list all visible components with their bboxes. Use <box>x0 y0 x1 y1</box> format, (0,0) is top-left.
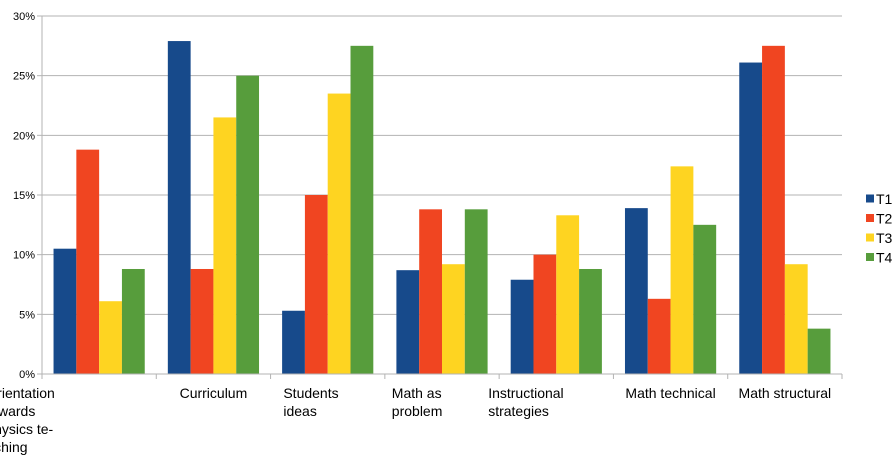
bar-t4 <box>350 45 374 374</box>
bar-t4 <box>464 209 488 374</box>
bar-t2 <box>76 149 100 374</box>
y-tick-label: 25% <box>13 71 35 83</box>
bar-t2 <box>304 195 328 374</box>
bar-t3 <box>327 93 351 374</box>
legend: T1 T2 T3 T4 <box>866 191 893 266</box>
y-tick-label: 30% <box>13 11 35 23</box>
legend-label-t2: T2 <box>876 211 893 227</box>
bar-t4 <box>236 75 260 375</box>
legend-label-t1: T1 <box>876 191 893 207</box>
bar-t2 <box>762 45 785 374</box>
y-tick-label: 15% <box>13 190 35 202</box>
bar-t4 <box>121 268 145 374</box>
legend-swatch-t1 <box>866 194 874 203</box>
bar-t4 <box>693 224 717 374</box>
bar-t2 <box>190 268 214 374</box>
bar-t4 <box>579 268 602 374</box>
bar-t3 <box>670 166 694 374</box>
x-category-label: Students ideas <box>283 385 338 419</box>
bar-t3 <box>556 215 580 374</box>
bar-t2 <box>419 209 442 374</box>
bar-t1 <box>53 248 77 374</box>
bar-t1 <box>396 270 420 374</box>
bar-t3 <box>99 301 122 374</box>
legend-label-t3: T3 <box>876 230 893 246</box>
x-category-label: Instructional strategies <box>488 385 563 419</box>
x-category-label: Orientationtowardsphysics te-aching <box>0 385 55 455</box>
y-tick-label: 10% <box>13 250 35 262</box>
axes <box>41 16 843 379</box>
bar-t2 <box>533 254 557 374</box>
x-category-label: Math technical <box>625 385 715 401</box>
bar-t2 <box>647 298 671 374</box>
legend-swatch-t4 <box>866 253 874 261</box>
bar-t1 <box>167 41 191 375</box>
bar-t3 <box>784 264 808 374</box>
legend-label-t4: T4 <box>876 250 893 266</box>
bar-t4 <box>807 328 831 374</box>
y-axis-ticks: 0% 5% 10% 15% 20% 25% 30% <box>13 11 42 381</box>
x-category-label: Curriculum <box>180 385 248 401</box>
bar-t1 <box>282 310 305 374</box>
legend-swatch-t3 <box>866 233 874 242</box>
x-category-label: Math as problem <box>392 385 443 419</box>
bar-t1 <box>510 279 534 374</box>
x-category-label: Math structural <box>739 385 832 401</box>
y-tick-label: 5% <box>19 309 35 321</box>
x-axis-labels: Orientationtowardsphysics te-aching Curri… <box>0 385 831 455</box>
y-tick-label: 20% <box>13 130 35 142</box>
bar-t3 <box>213 117 237 375</box>
legend-swatch-t2 <box>866 214 874 222</box>
bar-t3 <box>442 264 465 374</box>
bar-t1 <box>739 62 763 374</box>
y-tick-label: 0% <box>19 369 35 381</box>
bar-t1 <box>624 208 648 374</box>
bars <box>53 41 831 375</box>
